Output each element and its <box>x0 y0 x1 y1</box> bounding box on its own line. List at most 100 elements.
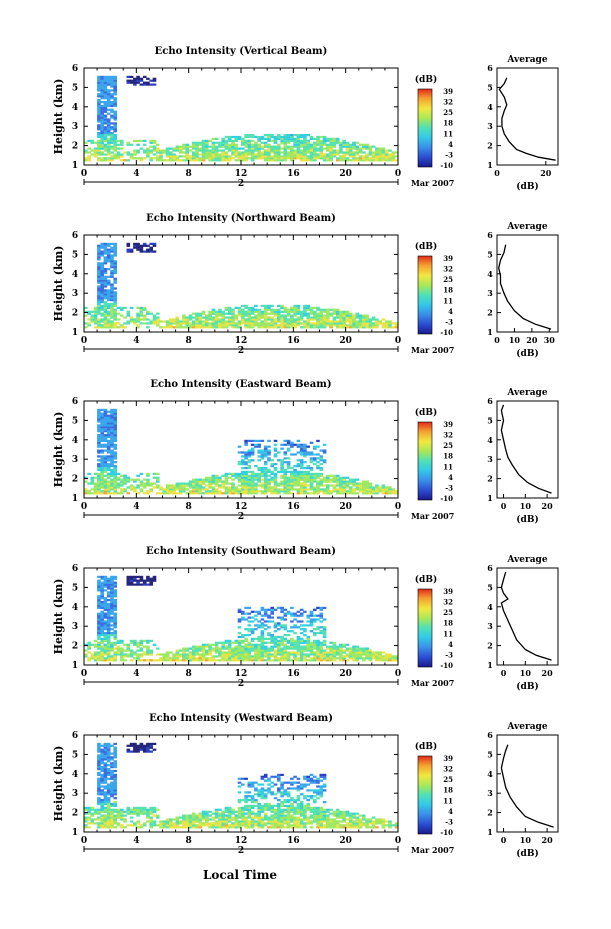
echo-cell <box>368 322 373 325</box>
echo-cell <box>93 659 98 662</box>
echo-cell <box>309 316 314 319</box>
echo-cell <box>84 655 88 658</box>
echo-cell <box>332 647 337 650</box>
echo-cell <box>106 754 111 757</box>
echo-cell <box>103 762 108 765</box>
colorbar-tick-label: 18 <box>443 286 453 295</box>
echo-cell <box>313 634 317 637</box>
echo-cell <box>270 157 274 160</box>
echo-cell <box>352 647 356 650</box>
echo-cell <box>97 449 101 452</box>
echo-cell <box>110 246 114 249</box>
echo-cell <box>224 474 229 477</box>
echo-cell <box>280 474 284 477</box>
echo-cell <box>247 488 252 491</box>
echo-cell <box>133 244 137 247</box>
echo-cell <box>208 814 212 817</box>
echo-cell <box>296 465 301 468</box>
echo-cell <box>257 314 261 317</box>
echo-cell <box>319 326 324 329</box>
echo-cell <box>247 606 252 609</box>
echo-cell <box>113 746 117 749</box>
echo-cell <box>97 299 101 302</box>
echo-cell <box>97 306 101 309</box>
echo-cell <box>257 659 261 662</box>
echo-cell <box>178 822 183 825</box>
echo-cell <box>296 459 301 462</box>
echo-cell <box>365 490 369 493</box>
echo-cell <box>152 83 157 86</box>
echo-cell <box>280 465 284 468</box>
x-tick-label: 8 <box>186 669 192 679</box>
echo-cell <box>97 310 101 313</box>
echo-cell <box>100 271 104 275</box>
echo-cell <box>211 490 216 493</box>
average-y-tick-label: 2 <box>487 641 493 651</box>
echo-cell <box>254 610 258 613</box>
echo-cell <box>319 459 324 462</box>
echo-cell <box>237 488 242 491</box>
echo-cell <box>296 308 301 311</box>
echo-cell <box>247 308 252 311</box>
echo-cell <box>247 310 252 313</box>
echo-cell <box>106 295 111 298</box>
echo-cell <box>231 655 235 658</box>
echo-cell <box>283 472 288 475</box>
echo-cell <box>309 472 314 475</box>
colorbar-tick-label: 11 <box>443 629 453 638</box>
echo-cell <box>123 316 127 319</box>
echo-cell <box>326 312 330 315</box>
echo-cell <box>110 791 114 794</box>
echo-cell <box>313 445 317 448</box>
echo-cell <box>250 484 255 487</box>
echo-cell <box>139 246 144 249</box>
echo-cell <box>126 320 131 323</box>
echo-cell <box>123 488 127 491</box>
echo-cell <box>214 326 219 329</box>
echo-cell <box>97 463 101 466</box>
echo-cell <box>214 480 219 483</box>
echo-cell <box>110 289 114 292</box>
echo-cell <box>113 451 117 454</box>
echo-cell <box>195 314 199 317</box>
echo-cell <box>100 601 104 604</box>
echo-cell <box>103 806 108 809</box>
echo-cell <box>296 480 301 483</box>
echo-cell <box>97 647 101 650</box>
echo-cell <box>103 439 108 442</box>
echo-cell <box>326 478 330 481</box>
echo-cell <box>306 472 310 475</box>
echo-cell <box>100 291 104 294</box>
echo-cell <box>146 492 150 495</box>
echo-cell <box>237 651 242 654</box>
echo-cell <box>250 451 255 454</box>
echo-cell <box>283 151 288 154</box>
echo-cell <box>178 655 183 658</box>
echo-cell <box>309 476 314 479</box>
echo-cell <box>254 318 258 321</box>
echo-cell <box>162 149 167 152</box>
echo-cell <box>309 484 314 487</box>
x-tick-label: 4 <box>133 502 139 512</box>
colorbar-tick-label: 11 <box>443 462 453 471</box>
echo-cell <box>237 320 242 323</box>
echo-cell <box>224 486 229 489</box>
echo-cell <box>113 791 117 794</box>
echo-cell <box>100 279 104 282</box>
echo-cell <box>329 657 333 660</box>
echo-cell <box>326 657 330 660</box>
echo-cell <box>348 318 353 321</box>
echo-cell <box>247 490 252 493</box>
echo-cell <box>159 486 163 489</box>
echo-cell <box>103 244 108 247</box>
colorbar-tick-label: 39 <box>443 254 453 263</box>
echo-cell <box>139 310 144 313</box>
echo-cell <box>100 818 104 821</box>
echo-cell <box>106 488 111 491</box>
echo-cell <box>139 482 144 485</box>
echo-cell <box>244 318 248 321</box>
echo-cell <box>342 480 346 483</box>
echo-cell <box>169 657 173 660</box>
echo-cell <box>286 482 291 485</box>
echo-cell <box>257 655 261 658</box>
